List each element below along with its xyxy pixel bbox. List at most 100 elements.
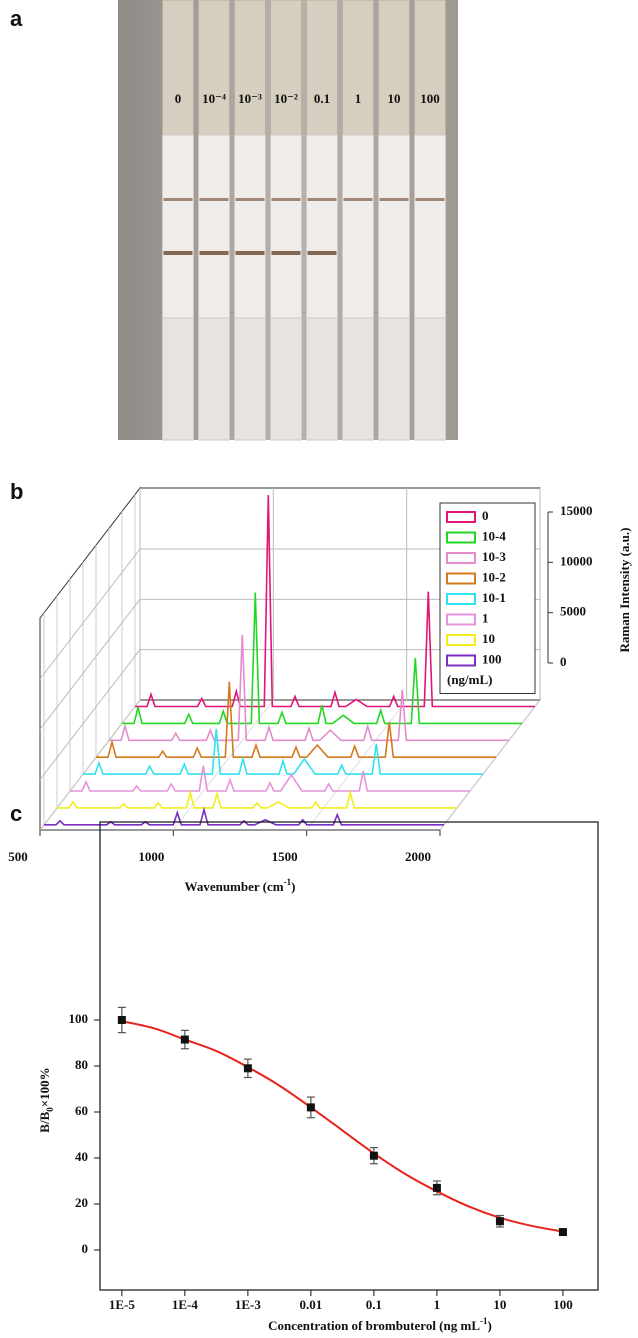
strip-membrane	[270, 134, 302, 319]
strip-label: 100	[420, 91, 440, 106]
strip-pad	[234, 0, 266, 136]
floor-grid-line	[172, 699, 274, 831]
legend-swatch	[446, 511, 476, 523]
left-wall-grid-line	[39, 599, 141, 730]
legend-label: 10-1	[482, 590, 506, 605]
legend-swatch	[446, 552, 476, 564]
y-tick-label: 0	[82, 1241, 89, 1256]
spectrum	[109, 634, 509, 742]
control-line	[199, 198, 229, 201]
data-point	[495, 1217, 504, 1226]
y-axis-label-part: B/B	[37, 1111, 52, 1132]
panel-label: c	[10, 801, 22, 826]
control-line	[307, 198, 337, 201]
legend-label: 10-3	[482, 549, 506, 564]
strip-membrane	[162, 134, 194, 319]
legend-label: 1	[482, 610, 489, 625]
x-axis-label-part: Wavenumber (cm	[185, 879, 284, 894]
legend-label: 10	[482, 631, 495, 646]
spectrum	[96, 681, 496, 758]
y-tick-label: 20	[75, 1195, 88, 1210]
z-axis-label: Raman Intensity (a.u.)	[617, 528, 632, 653]
data-point	[117, 1016, 126, 1025]
strip-membrane	[306, 134, 338, 319]
test-line	[163, 251, 193, 255]
strip-label: 1	[355, 91, 362, 106]
legend-label: 100	[482, 651, 502, 666]
x-axis-label-sup: -1	[284, 877, 292, 887]
x-tick-label: 1	[434, 1297, 441, 1312]
test-line	[307, 251, 337, 255]
x-tick-label: 1500	[272, 849, 298, 864]
x-axis-label-sup: -1	[480, 1316, 488, 1326]
test-line	[199, 251, 229, 255]
panel-label: a	[10, 6, 23, 31]
spectrum	[83, 728, 483, 775]
x-tick-label: 2000	[405, 849, 431, 864]
legend-swatch	[446, 634, 476, 646]
x-tick-label: 100	[553, 1297, 573, 1312]
legend-label: 10-4	[482, 528, 506, 543]
y-tick-label: 80	[75, 1057, 88, 1072]
strip-label: 10	[388, 91, 401, 106]
strip-pad	[306, 0, 338, 136]
x-tick-label: 500	[8, 849, 28, 864]
x-tick-label: 1E-3	[235, 1297, 262, 1312]
legend-swatch	[446, 613, 476, 626]
legend-swatch	[446, 572, 476, 585]
legend-label: 0	[482, 508, 489, 523]
legend-swatch	[446, 593, 476, 605]
strip-bottom	[234, 317, 266, 441]
x-tick-label: 0.1	[366, 1297, 382, 1312]
strip-label: 10⁻²	[274, 91, 298, 106]
strip-pad	[198, 0, 230, 136]
data-point	[306, 1103, 315, 1112]
strip-label: 0.1	[314, 91, 330, 106]
strip-membrane	[342, 134, 374, 319]
strip-pad	[414, 0, 446, 136]
legend-note: (ng/mL)	[447, 672, 493, 687]
y-tick-label: 40	[75, 1149, 88, 1164]
plot-frame	[99, 821, 599, 1291]
spectrum	[70, 765, 470, 792]
control-line	[415, 198, 445, 201]
spectrum	[122, 592, 522, 725]
strip-membrane	[198, 134, 230, 319]
control-line	[163, 198, 193, 201]
y-axis-label-part: ×100%	[37, 1067, 52, 1107]
data-point	[243, 1064, 252, 1073]
y-tick-label: 60	[75, 1103, 88, 1118]
x-tick-label: 1000	[138, 849, 164, 864]
x-axis-label-part: )	[488, 1318, 492, 1333]
strip-bottom	[270, 317, 302, 441]
fit-curve	[121, 1020, 564, 1233]
x-axis-label-part: )	[291, 879, 295, 894]
test-line	[235, 251, 265, 255]
data-point	[180, 1035, 189, 1044]
legend-swatch	[446, 654, 476, 667]
data-point	[432, 1183, 441, 1192]
strip-pad	[342, 0, 374, 136]
strip-membrane	[378, 134, 410, 319]
left-wall-grid-line	[39, 649, 141, 780]
strip-pad	[162, 0, 194, 136]
strip-pad	[378, 0, 410, 136]
control-line	[235, 198, 265, 201]
y-tick-label: 100	[69, 1011, 89, 1026]
x-tick-label: 0.01	[300, 1297, 323, 1312]
strip-membrane	[414, 134, 446, 319]
x-axis-label: Concentration of brombuterol (ng mL-1)	[268, 1316, 492, 1333]
control-line	[379, 198, 409, 201]
y-axis-label-sub: 0	[45, 1107, 55, 1112]
strip-label: 0	[175, 91, 182, 106]
x-tick-label: 10	[493, 1297, 506, 1312]
legend-swatch	[446, 531, 476, 544]
spectrum	[135, 495, 535, 708]
strip-bottom	[306, 317, 338, 441]
left-wall-grid-line	[39, 548, 141, 680]
z-tick-label: 10000	[560, 553, 593, 568]
strip-membrane	[234, 134, 266, 319]
z-tick-label: 5000	[560, 604, 586, 619]
